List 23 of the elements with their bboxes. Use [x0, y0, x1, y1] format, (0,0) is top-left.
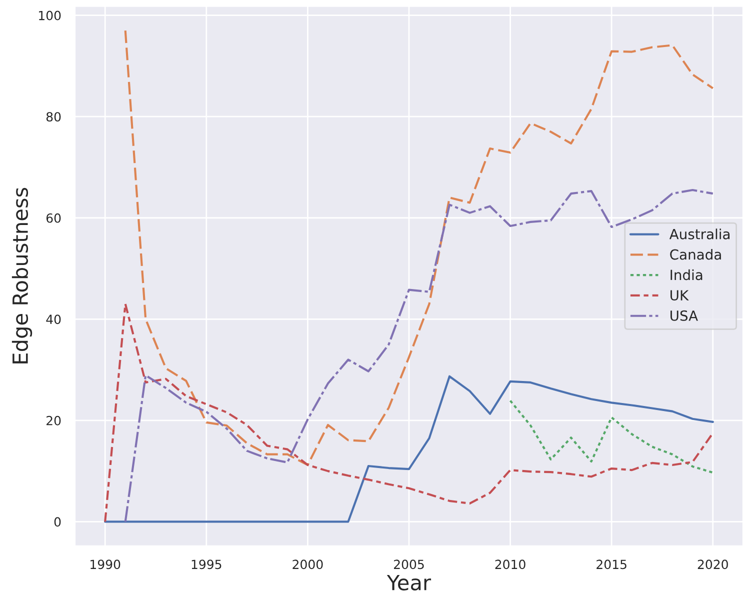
legend-label: UK	[670, 290, 689, 301]
y-tick-label: 80	[46, 112, 61, 122]
y-axis-title: Edge Robustness	[12, 188, 32, 364]
x-tick-label: 2000	[292, 560, 323, 570]
line-series	[509, 400, 714, 474]
x-tick-label: 2005	[394, 560, 424, 570]
y-tick-label: 40	[46, 314, 61, 324]
x-tick-label: 2020	[698, 560, 728, 570]
x-tick-label: 2010	[495, 560, 526, 570]
legend-label: Canada	[670, 249, 721, 260]
line-series	[104, 302, 714, 523]
x-axis-title: Year	[386, 574, 432, 590]
x-tick-label: 2015	[596, 560, 626, 570]
legend-label: USA	[670, 310, 698, 321]
x-tick-label: 1995	[192, 560, 222, 570]
y-tick-label: 60	[46, 213, 61, 223]
x-tick-label: 1990	[90, 560, 120, 570]
y-tick-label: 100	[39, 10, 61, 20]
y-tick-label: 0	[54, 517, 61, 527]
line-series	[104, 375, 714, 523]
y-tick-label: 20	[46, 416, 61, 426]
legend-label: Australia	[669, 228, 730, 240]
legend-label: India	[670, 269, 702, 280]
